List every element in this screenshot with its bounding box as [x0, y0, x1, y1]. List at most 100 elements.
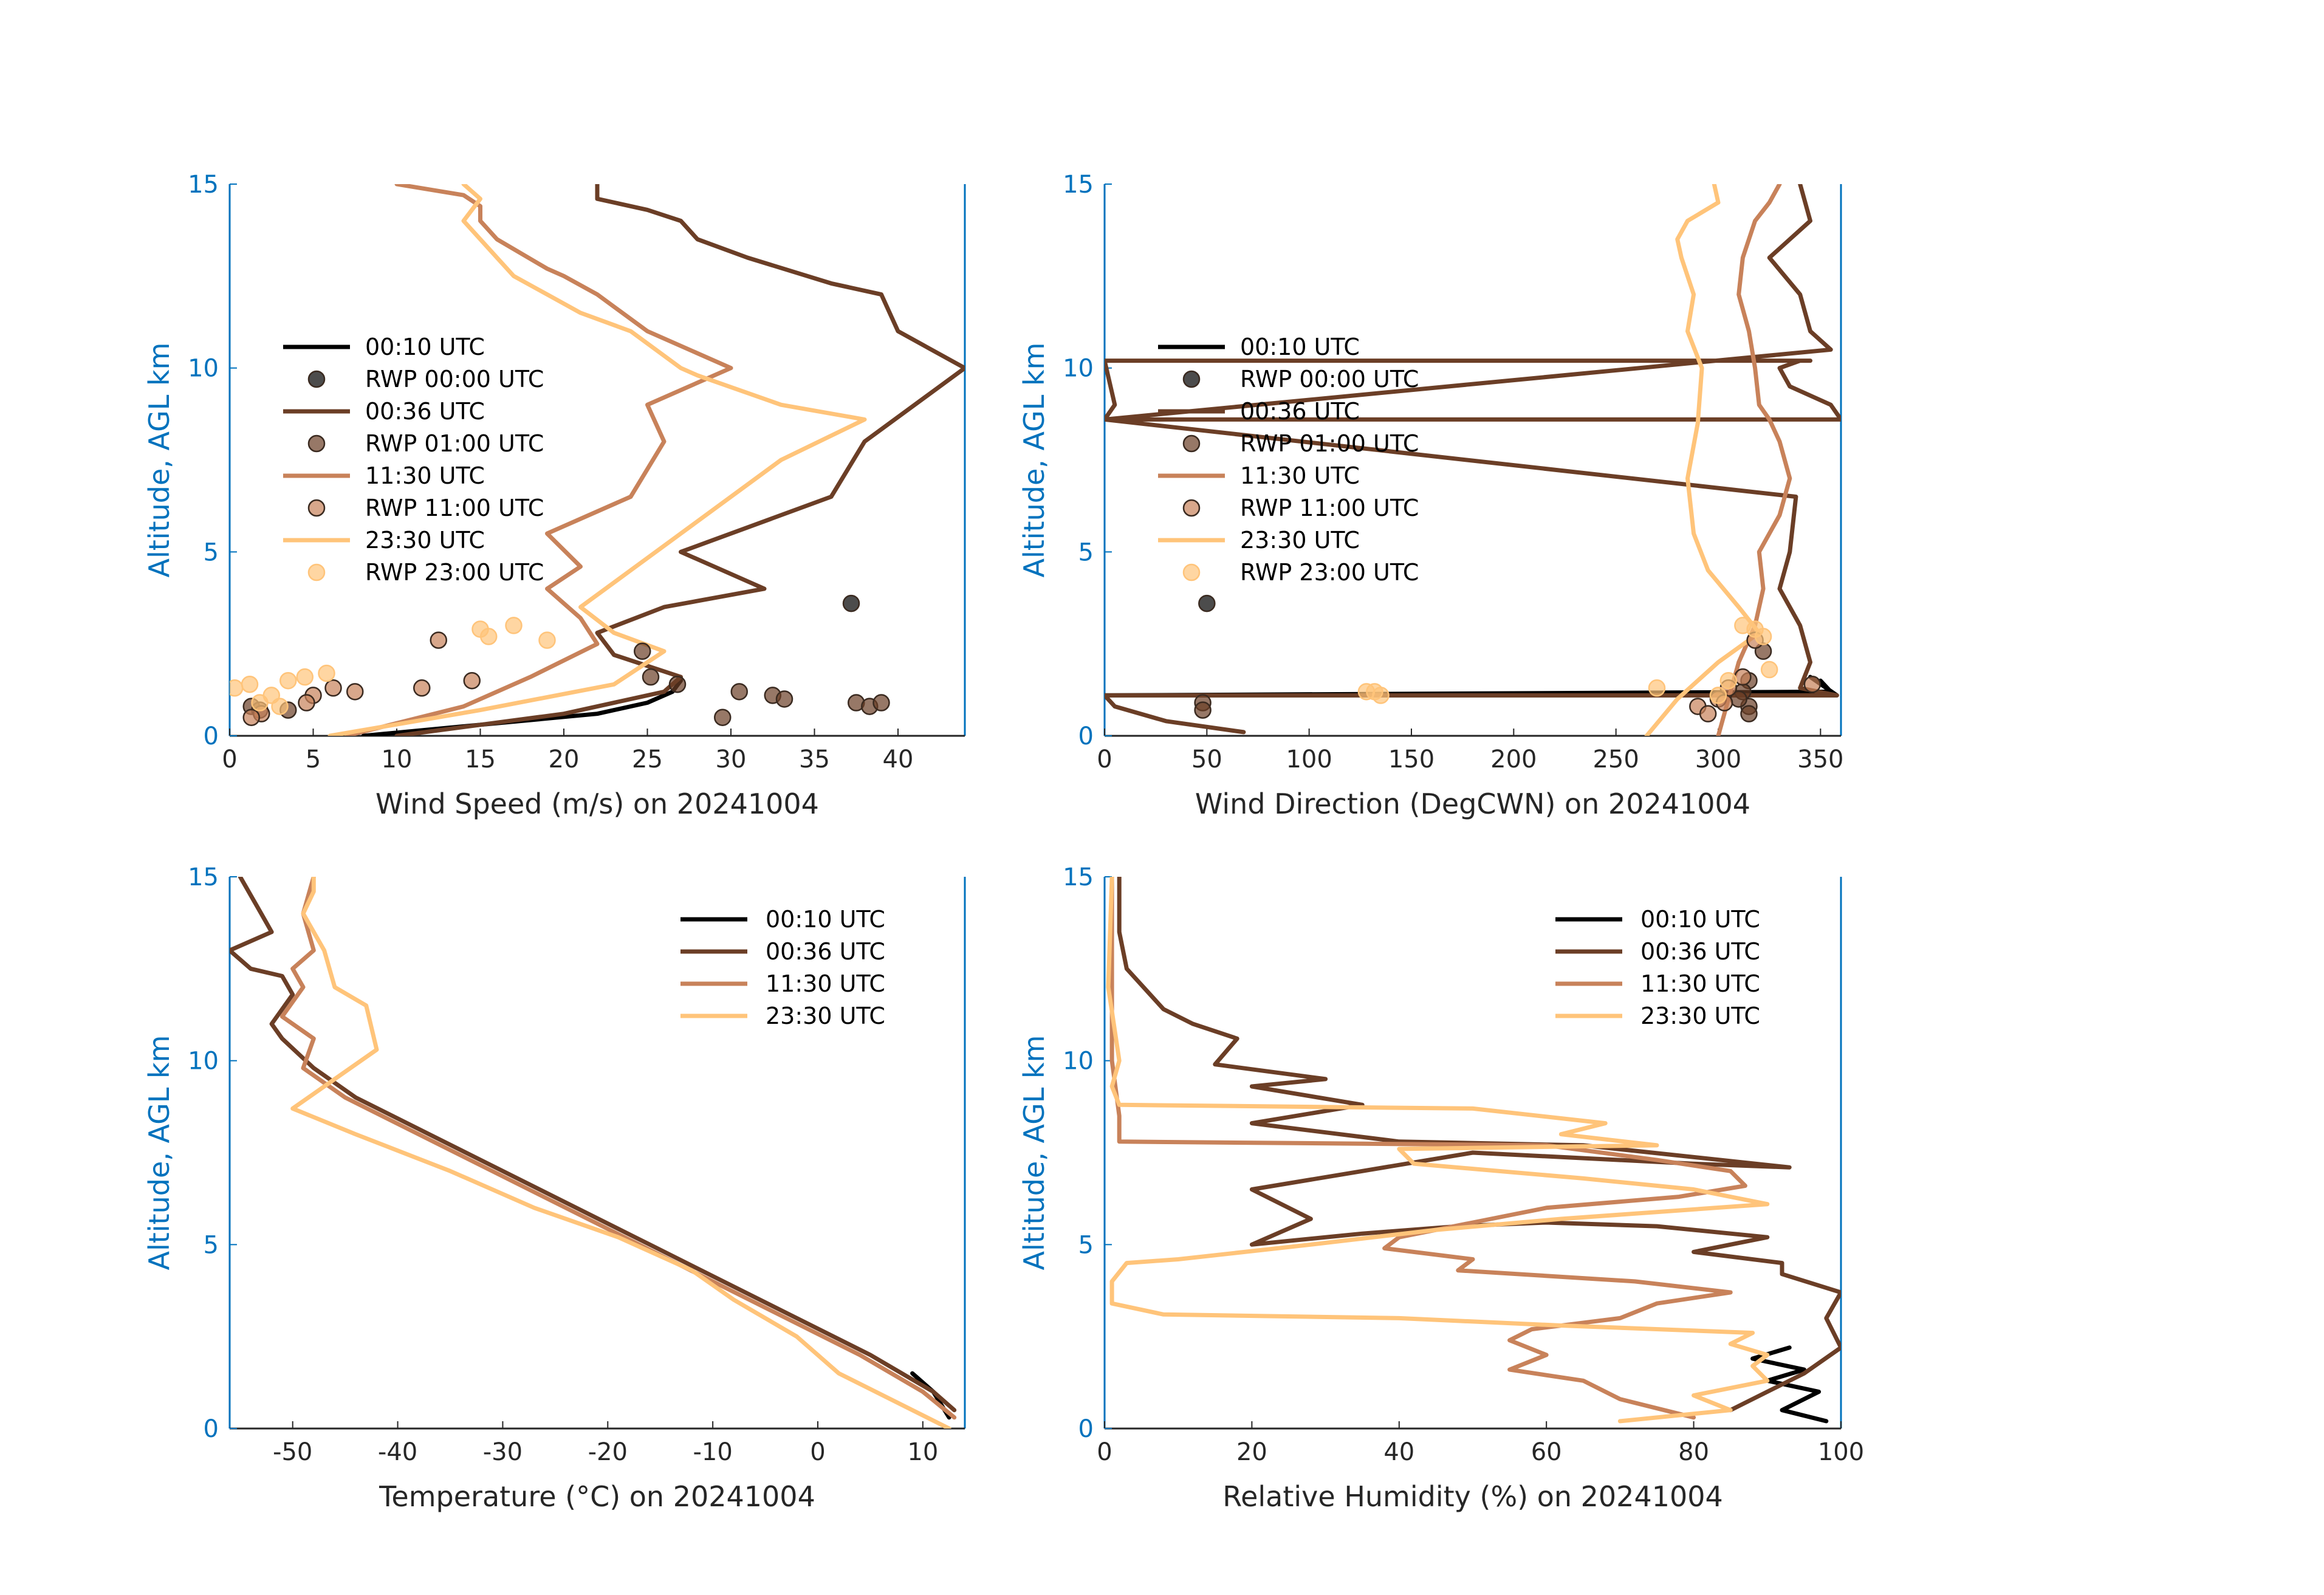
rwp-point [480, 628, 498, 645]
legend-label: 00:36 UTC [1640, 938, 1760, 965]
rwp-point [296, 668, 314, 686]
legend-label: 23:30 UTC [365, 527, 485, 554]
y-tick-label: 0 [204, 1415, 219, 1443]
y-tick-label: 0 [1078, 722, 1094, 750]
rwp-point [463, 671, 481, 690]
y-tick-label: 10 [1063, 355, 1094, 383]
legend-label: 00:10 UTC [1640, 906, 1760, 933]
x-tick-label: 15 [465, 746, 496, 773]
x-tick-label: 250 [1592, 746, 1639, 773]
series-line-2330UTC [1644, 184, 1761, 736]
y-tick-label: 5 [1078, 1231, 1094, 1259]
x-tick-label: 0 [1097, 1438, 1112, 1466]
rwp-point [642, 668, 660, 686]
y-tick-label: 10 [188, 355, 219, 383]
legend-label: RWP 23:00 UTC [1240, 559, 1419, 586]
x-tick-label: 200 [1490, 746, 1537, 773]
series-line-0036UTC [394, 184, 965, 736]
data-area [230, 184, 965, 736]
x-tick-label: -50 [273, 1438, 312, 1466]
rwp-point [1357, 683, 1376, 701]
x-tick-label: 60 [1531, 1438, 1562, 1466]
legend-label: RWP 00:00 UTC [365, 366, 544, 393]
rwp-point [775, 690, 794, 708]
rwp-point [430, 631, 447, 649]
rwp-point [271, 698, 289, 715]
series-line-0036UTC [1105, 184, 1841, 735]
y-tick-label: 15 [188, 863, 219, 891]
legend-label: 00:36 UTC [766, 938, 885, 965]
series-line-0036UTC [230, 877, 957, 1413]
rwp-point [1198, 594, 1216, 612]
x-tick-label: 100 [1818, 1438, 1864, 1466]
legend-label: RWP 23:00 UTC [365, 559, 544, 586]
x-tick-label: 30 [716, 746, 747, 773]
legend-label: 00:36 UTC [365, 398, 485, 425]
x-tick-label: 25 [632, 746, 663, 773]
y-tick-label: 0 [1078, 1415, 1094, 1443]
legend: 00:10 UTC 00:36 UTC 11:30 UTC 23:30 UTC [680, 906, 885, 1029]
x-axis-label: Relative Humidity (%) on 20241004 [1222, 1480, 1723, 1513]
rwp-point [1372, 687, 1390, 704]
legend-marker [1182, 563, 1201, 581]
x-tick-label: -20 [588, 1438, 628, 1466]
rwp-point [872, 694, 890, 712]
x-axis-label: Temperature (°C) on 20241004 [379, 1480, 815, 1513]
legend: 00:10 UTC 00:36 UTC 11:30 UTC 23:30 UTC [1555, 906, 1760, 1029]
rwp-point [1760, 660, 1778, 679]
x-axis-label: Wind Speed (m/s) on 20241004 [375, 787, 819, 820]
y-tick-label: 5 [204, 538, 219, 566]
rwp-point [714, 708, 732, 726]
legend-marker [307, 563, 326, 581]
legend-label: 23:30 UTC [766, 1003, 885, 1029]
y-axis-label: Altitude, AGL km [1018, 1035, 1051, 1270]
x-tick-label: 0 [222, 746, 237, 773]
x-tick-label: -10 [693, 1438, 732, 1466]
data-area [230, 877, 957, 1429]
x-tick-label: -40 [378, 1438, 417, 1466]
x-tick-label: 20 [1236, 1438, 1267, 1466]
x-tick-label: 0 [1097, 746, 1112, 773]
series-line-0036UTC [1117, 877, 1841, 1413]
rwp-point [842, 594, 860, 612]
x-tick-label: 100 [1286, 746, 1332, 773]
legend-label: 11:30 UTC [1640, 970, 1760, 997]
rwp-point [1719, 671, 1738, 690]
legend-label: RWP 11:00 UTC [1240, 495, 1419, 521]
rwp-point [1194, 701, 1212, 719]
x-tick-label: 10 [382, 746, 413, 773]
rwp-point [1734, 668, 1752, 686]
legend-label: 23:30 UTC [1240, 527, 1360, 554]
x-tick-label: -30 [483, 1438, 523, 1466]
y-tick-label: 10 [188, 1048, 219, 1075]
y-tick-label: 5 [204, 1231, 219, 1259]
legend-label: 11:30 UTC [1240, 462, 1360, 489]
y-axis-label: Altitude, AGL km [1018, 342, 1051, 577]
rwp-point [1734, 617, 1752, 634]
rwp-point [1803, 676, 1822, 693]
x-tick-label: 40 [883, 746, 914, 773]
rwp-point [538, 631, 556, 649]
y-tick-label: 15 [188, 171, 219, 199]
panel-temp: -50 -40 -30 -20 -10 0 10 0 5 10 15 Temperature (°C)… [143, 863, 966, 1513]
legend-label: RWP 01:00 UTC [365, 430, 544, 457]
x-tick-label: 80 [1678, 1438, 1709, 1466]
y-tick-label: 15 [1063, 171, 1094, 199]
rwp-point [279, 671, 297, 690]
rwp-point [346, 683, 364, 701]
x-tick-label: 0 [810, 1438, 825, 1466]
panel-wspd: 0 5 10 15 20 25 30 35 40 0 5 10 15 Wind Speed (m/s) o… [143, 171, 966, 820]
rwp-point [324, 679, 342, 697]
rwp-point [242, 708, 260, 726]
rwp-point [1740, 705, 1758, 722]
data-area [1106, 877, 1841, 1424]
series-line-0010UTC [1105, 674, 1839, 698]
x-axis-label: Wind Direction (DegCWN) on 20241004 [1195, 787, 1750, 820]
rwp-point [413, 679, 431, 697]
y-axis-label: Altitude, AGL km [143, 1035, 176, 1270]
rwp-point [505, 617, 523, 634]
legend-label: 11:30 UTC [766, 970, 885, 997]
rwp-point [251, 694, 269, 712]
legend-label: 23:30 UTC [1640, 1003, 1760, 1029]
